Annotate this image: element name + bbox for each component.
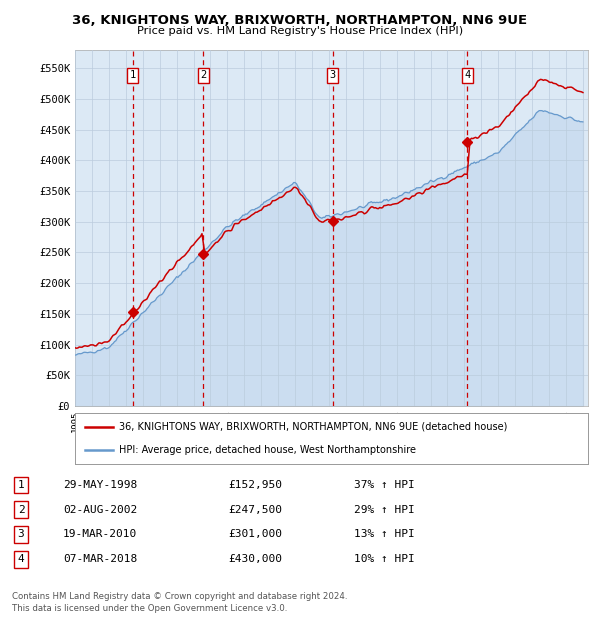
Text: 2: 2 [17, 505, 25, 515]
Text: 02-AUG-2002: 02-AUG-2002 [63, 505, 137, 515]
Text: 36, KNIGHTONS WAY, BRIXWORTH, NORTHAMPTON, NN6 9UE (detached house): 36, KNIGHTONS WAY, BRIXWORTH, NORTHAMPTO… [119, 422, 507, 432]
Text: 19-MAR-2010: 19-MAR-2010 [63, 529, 137, 539]
Text: 37% ↑ HPI: 37% ↑ HPI [354, 480, 415, 490]
Text: £247,500: £247,500 [228, 505, 282, 515]
Text: Price paid vs. HM Land Registry's House Price Index (HPI): Price paid vs. HM Land Registry's House … [137, 26, 463, 36]
Text: £152,950: £152,950 [228, 480, 282, 490]
Text: 07-MAR-2018: 07-MAR-2018 [63, 554, 137, 564]
Text: 3: 3 [17, 529, 25, 539]
Text: 2: 2 [200, 71, 206, 81]
Text: HPI: Average price, detached house, West Northamptonshire: HPI: Average price, detached house, West… [119, 445, 416, 455]
Text: 29-MAY-1998: 29-MAY-1998 [63, 480, 137, 490]
Text: Contains HM Land Registry data © Crown copyright and database right 2024.: Contains HM Land Registry data © Crown c… [12, 592, 347, 601]
Text: This data is licensed under the Open Government Licence v3.0.: This data is licensed under the Open Gov… [12, 604, 287, 613]
Text: 29% ↑ HPI: 29% ↑ HPI [354, 505, 415, 515]
Text: 1: 1 [17, 480, 25, 490]
Text: 3: 3 [329, 71, 335, 81]
Text: £301,000: £301,000 [228, 529, 282, 539]
Text: £430,000: £430,000 [228, 554, 282, 564]
Text: 4: 4 [17, 554, 25, 564]
Text: 4: 4 [464, 71, 470, 81]
Text: 36, KNIGHTONS WAY, BRIXWORTH, NORTHAMPTON, NN6 9UE: 36, KNIGHTONS WAY, BRIXWORTH, NORTHAMPTO… [73, 14, 527, 27]
Text: 1: 1 [130, 71, 136, 81]
Text: 10% ↑ HPI: 10% ↑ HPI [354, 554, 415, 564]
Text: 13% ↑ HPI: 13% ↑ HPI [354, 529, 415, 539]
